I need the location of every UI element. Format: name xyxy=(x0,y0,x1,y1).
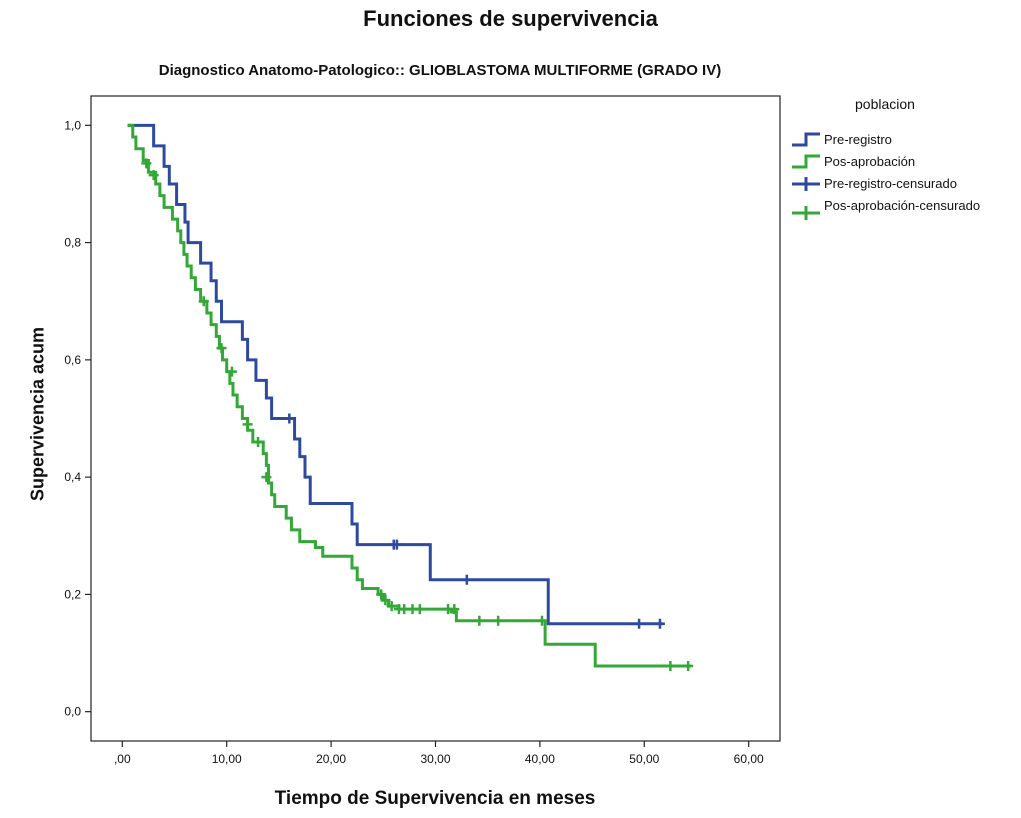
censored-marker xyxy=(461,574,472,585)
x-tick-label: 40,00 xyxy=(525,752,555,766)
censored-marker xyxy=(148,170,159,181)
legend-swatch-plus xyxy=(792,206,820,220)
series-pre-registro xyxy=(127,123,665,629)
x-tick-label: 60,00 xyxy=(734,752,764,766)
survival-step-line xyxy=(127,123,664,626)
legend-label: Pos-aprobación-censurado xyxy=(824,198,981,213)
chart-title: Funciones de supervivencia xyxy=(363,6,658,31)
censored-marker xyxy=(376,589,387,600)
censored-marker xyxy=(654,618,665,629)
censored-marker xyxy=(253,436,264,447)
x-tick-label: 50,00 xyxy=(629,752,659,766)
y-tick-label: 0,8 xyxy=(64,236,81,250)
censored-marker xyxy=(216,343,227,354)
y-tick-label: 0,6 xyxy=(64,353,81,367)
x-tick-label: 20,00 xyxy=(316,752,346,766)
legend-swatch-line xyxy=(792,154,820,169)
censored-marker xyxy=(399,604,410,615)
y-tick-label: 0,0 xyxy=(64,705,81,719)
legend-label: Pos-aprobación xyxy=(824,154,916,169)
x-tick-label: ,00 xyxy=(114,752,131,766)
censored-marker xyxy=(391,539,402,550)
censored-marker xyxy=(284,413,295,424)
legend-item-pre-registro: Pre-registro xyxy=(790,130,1015,152)
censored-marker xyxy=(226,366,237,377)
censored-marker xyxy=(634,618,645,629)
series-pos-aprobacion xyxy=(127,123,694,671)
legend-swatch-plus-icon xyxy=(792,177,820,191)
legend-swatch-plus xyxy=(792,177,820,191)
censored-marker xyxy=(386,601,397,612)
censored-marker xyxy=(242,419,253,430)
legend-label: Pre-registro xyxy=(824,132,892,147)
censored-marker xyxy=(536,615,547,626)
legend-label: Pre-registro-censurado xyxy=(824,176,957,191)
axes: ,00 10,00 20,00 30,00 40,00 50,00 60,00 0,0 0,2 0… xyxy=(64,118,764,766)
series-layer xyxy=(127,123,694,671)
x-tick-label: 10,00 xyxy=(212,752,242,766)
legend-item-pre-registro-censurado: Pre-registro-censurado xyxy=(790,174,1015,196)
y-tick-label: 0,2 xyxy=(64,587,81,601)
legend-swatch-plus-icon xyxy=(792,206,820,220)
censored-marker xyxy=(414,604,425,615)
legend-swatch-line xyxy=(792,132,820,147)
plot-frame xyxy=(90,95,781,742)
legend-item-pos-aprobacion: Pos-aprobación xyxy=(790,152,1015,174)
censored-marker xyxy=(474,615,485,626)
censored-marker xyxy=(261,472,272,483)
legend: Pre-registro Pos-aprobación Pre-registro… xyxy=(790,130,1015,236)
chart-subtitle: Diagnostico Anatomo-Patologico:: GLIOBLA… xyxy=(158,62,722,79)
censored-marker xyxy=(665,660,676,671)
censored-marker xyxy=(198,296,209,307)
censored-marker xyxy=(493,615,504,626)
legend-title: poblacion xyxy=(855,96,915,112)
legend-swatch-step-icon xyxy=(792,132,820,147)
censored-marker xyxy=(141,158,152,169)
y-tick-label: 1,0 xyxy=(64,118,81,132)
legend-swatch-step-icon xyxy=(792,154,820,169)
censored-marker xyxy=(449,604,460,615)
survival-step-line xyxy=(127,123,692,668)
legend-item-pos-aprobacion-censurado: Pos-aprobación-censurado xyxy=(790,196,1015,236)
x-tick-label: 30,00 xyxy=(420,752,450,766)
x-axis-label: Tiempo de Supervivencia en meses xyxy=(274,788,596,809)
y-tick-label: 0,4 xyxy=(64,470,81,484)
censored-marker xyxy=(683,660,694,671)
censored-marker xyxy=(380,595,391,606)
